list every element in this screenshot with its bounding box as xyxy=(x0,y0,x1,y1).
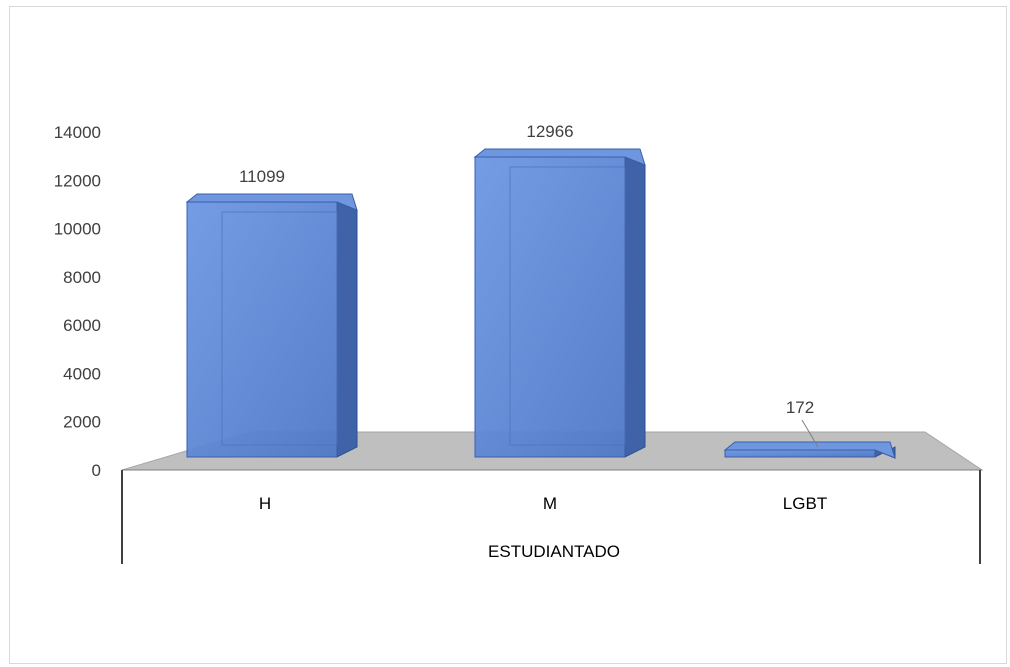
data-label-leader-line xyxy=(801,419,819,448)
category-label-h: H xyxy=(259,494,271,513)
category-label-m: M xyxy=(543,494,557,513)
data-label-m: 12966 xyxy=(526,122,573,141)
y-tick-label: 0 xyxy=(92,461,101,480)
y-tick-label: 10000 xyxy=(54,220,101,239)
bar-inner-edge xyxy=(509,166,626,446)
y-tick-label: 4000 xyxy=(63,364,101,383)
data-label-lgbt: 172 xyxy=(786,398,814,417)
bar-top-face xyxy=(723,441,896,459)
category-label-lgbt: LGBT xyxy=(783,494,827,513)
chart-frame: 0 2000 4000 6000 8000 10000 12000 14000 11099 H 12… xyxy=(9,6,1007,664)
axis-layer xyxy=(121,469,982,564)
y-tick-label: 8000 xyxy=(63,268,101,287)
y-tick-label: 2000 xyxy=(63,413,101,432)
bar-chart: 0 2000 4000 6000 8000 10000 12000 14000 11099 H 12… xyxy=(54,122,984,564)
data-label-h: 11099 xyxy=(239,167,285,186)
y-tick-label: 14000 xyxy=(54,123,101,142)
bar-front-face xyxy=(186,201,338,458)
bar-lgbt xyxy=(723,441,896,459)
bar-front-face xyxy=(724,449,876,458)
bar-top-face xyxy=(473,148,646,166)
bar-front-face xyxy=(474,156,626,458)
bar-h xyxy=(185,193,358,458)
bar-inner-edge xyxy=(221,211,338,446)
y-tick-label: 6000 xyxy=(63,316,101,335)
bar-m xyxy=(473,148,646,458)
bar-side-face xyxy=(624,156,646,458)
bar-top-face xyxy=(185,193,358,211)
category-group-label: ESTUDIANTADO xyxy=(488,542,620,561)
y-tick-label: 12000 xyxy=(54,171,101,190)
labels-layer: 0 2000 4000 6000 8000 10000 12000 14000 11099 H 12… xyxy=(54,122,827,561)
bars-layer xyxy=(185,148,896,459)
bar-side-face xyxy=(336,201,358,458)
